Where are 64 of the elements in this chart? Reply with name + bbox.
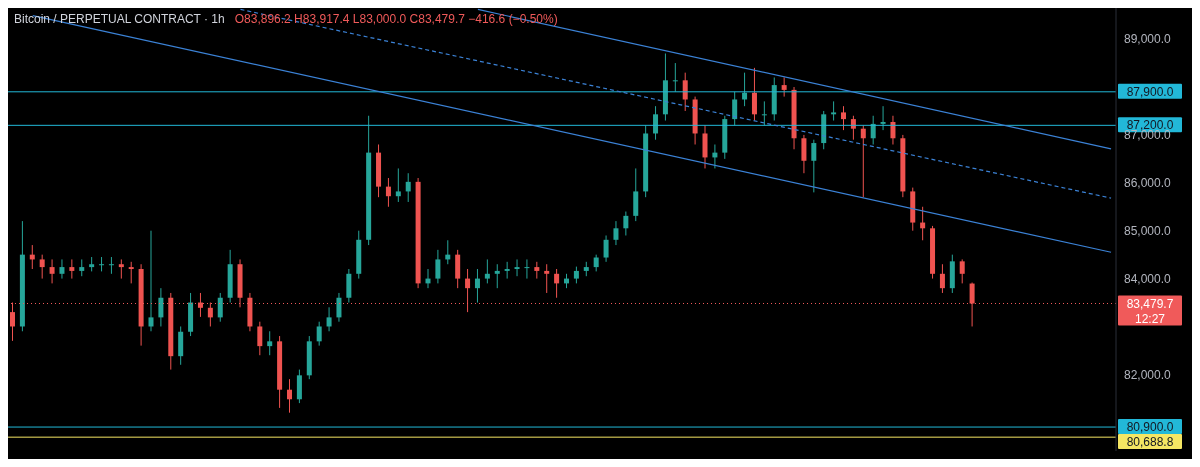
candlestick (494, 263, 500, 289)
candlestick (474, 268, 480, 304)
candlestick (554, 268, 560, 299)
candlestick (732, 91, 738, 126)
candlestick (455, 249, 461, 289)
candlestick (128, 261, 134, 284)
candlestick (850, 115, 856, 141)
candlestick (672, 62, 678, 93)
candlestick (524, 258, 530, 280)
candlestick (702, 124, 708, 169)
candlestick (613, 220, 619, 246)
candlestick (603, 234, 609, 263)
y-tick-label: 86,000.0 (1124, 176, 1172, 191)
candlestick (49, 258, 55, 284)
y-tick-label: 82,000.0 (1124, 367, 1172, 382)
candlestick (870, 115, 876, 145)
candlestick (39, 254, 45, 280)
candlestick (841, 105, 846, 131)
candlestick (108, 256, 114, 275)
candlestick (939, 263, 945, 294)
candlestick (504, 261, 510, 280)
chart-title: Bitcoin / PERPETUAL CONTRACT · 1h (14, 12, 225, 26)
candlestick (158, 287, 164, 327)
candlestick (435, 249, 441, 284)
candlestick (395, 167, 401, 203)
candlestick (811, 139, 817, 193)
ref-line-label: 80,688.8 (1126, 435, 1174, 450)
candlestick (69, 258, 75, 280)
candlestick (385, 177, 391, 208)
candlestick (831, 100, 837, 122)
candlestick (890, 115, 896, 145)
y-tick-label: 89,000.0 (1124, 32, 1172, 47)
candlestick (346, 268, 352, 304)
candlestick (959, 258, 965, 284)
candlestick (514, 258, 520, 277)
ref-line-label: 80,900.0 (1126, 420, 1174, 435)
candlestick (484, 258, 490, 284)
candlestick (316, 321, 322, 347)
candlestick (287, 378, 292, 414)
candlestick (880, 105, 886, 131)
candlestick (148, 230, 154, 332)
candlestick (860, 124, 866, 198)
candlestick (801, 134, 807, 174)
candlestick (267, 330, 273, 356)
candlestick (544, 263, 550, 294)
candlestick (781, 76, 787, 98)
candlestick (296, 369, 302, 404)
candlestick (257, 321, 263, 356)
ref-line-label: 87,900.0 (1126, 84, 1174, 99)
candlestick (59, 258, 65, 280)
ref-line-label: 83,479.7 12:27 (1126, 296, 1174, 326)
candlestick (99, 256, 105, 272)
candlestick (118, 258, 124, 280)
candlestick (405, 172, 411, 203)
candlestick (751, 67, 757, 122)
candlestick (653, 105, 659, 141)
candlestick (682, 72, 688, 112)
candlestick (336, 292, 342, 323)
candlestick (326, 306, 332, 332)
candlestick (217, 292, 223, 323)
candlestick (623, 211, 629, 236)
y-tick-label: 84,000.0 (1124, 271, 1172, 286)
y-tick-label: 85,000.0 (1124, 223, 1172, 238)
candlestick (761, 100, 767, 126)
